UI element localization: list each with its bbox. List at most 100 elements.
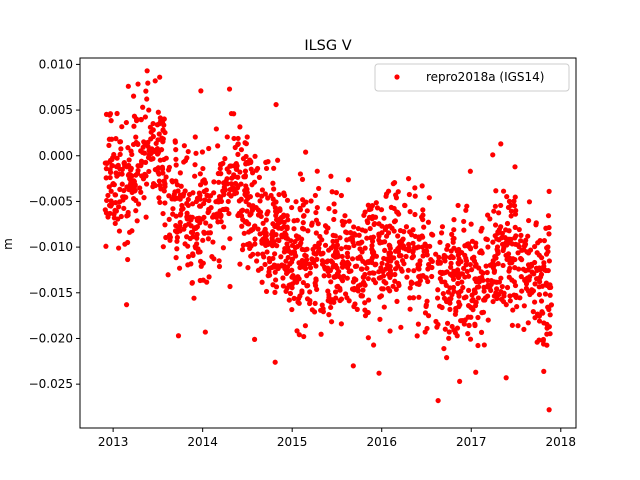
data-point [480, 309, 487, 315]
data-point [263, 165, 270, 172]
data-point [339, 253, 345, 260]
data-point [188, 261, 194, 267]
data-point [435, 258, 441, 265]
data-point [425, 266, 431, 272]
data-point [494, 286, 500, 292]
data-point [156, 131, 162, 137]
data-point [373, 261, 379, 267]
data-point [145, 139, 151, 145]
data-point [284, 213, 290, 219]
data-point [345, 259, 351, 265]
data-point [395, 189, 401, 195]
data-point [301, 213, 307, 219]
data-point [177, 170, 183, 176]
data-point [272, 251, 278, 257]
data-point [373, 200, 379, 206]
data-point [240, 217, 246, 223]
data-point [284, 241, 290, 247]
data-point [297, 207, 304, 213]
data-point [504, 220, 511, 227]
data-point [198, 203, 204, 209]
data-point [369, 203, 375, 209]
data-point [466, 322, 472, 328]
data-point [204, 279, 210, 285]
data-point [515, 323, 521, 329]
data-point [546, 407, 552, 413]
data-point [275, 265, 281, 272]
data-point [199, 149, 206, 155]
data-point [103, 175, 109, 181]
data-point [237, 124, 243, 130]
data-point [512, 265, 518, 271]
data-point [190, 234, 196, 240]
data-point [298, 240, 304, 246]
data-point [377, 316, 383, 322]
data-point [362, 282, 368, 288]
data-point [490, 152, 496, 158]
data-point [107, 111, 114, 117]
data-point [204, 192, 210, 199]
data-point [499, 283, 505, 290]
data-point [484, 269, 490, 276]
data-point [507, 238, 513, 244]
data-point [546, 324, 552, 330]
data-point [357, 246, 363, 252]
data-point [422, 329, 428, 335]
data-point [197, 277, 203, 284]
data-point [481, 284, 487, 290]
data-point [412, 211, 418, 218]
data-point [125, 145, 131, 151]
data-point [518, 232, 524, 238]
data-point [452, 272, 459, 278]
data-point [122, 241, 128, 247]
data-point [528, 263, 535, 269]
data-point [307, 261, 313, 267]
data-point [515, 250, 521, 256]
data-point [410, 240, 416, 246]
data-point [145, 80, 151, 86]
data-point [423, 248, 430, 254]
data-point [429, 258, 435, 265]
data-point [539, 309, 545, 315]
data-point [333, 190, 339, 196]
data-point [166, 193, 172, 199]
data-point [130, 195, 137, 202]
data-point [464, 268, 470, 275]
data-point [529, 269, 535, 275]
data-point [211, 212, 217, 218]
data-point [231, 135, 237, 142]
data-point [362, 307, 368, 313]
data-point [172, 196, 178, 202]
data-point [235, 151, 241, 157]
data-point [491, 279, 497, 285]
data-point [143, 173, 149, 179]
data-point [143, 88, 149, 94]
data-point [303, 253, 309, 259]
data-point [163, 234, 169, 241]
data-point [505, 204, 512, 211]
data-point [533, 220, 539, 226]
data-points [102, 68, 555, 413]
data-point [163, 174, 169, 180]
data-point [329, 189, 335, 195]
data-point [466, 287, 472, 293]
data-point [542, 291, 549, 297]
y-tick-label: 0.005 [39, 103, 73, 117]
data-point [455, 252, 461, 258]
data-point [526, 217, 532, 224]
data-point [520, 266, 527, 272]
data-point [119, 124, 125, 130]
data-point [116, 245, 122, 251]
y-tick-label: −0.010 [29, 240, 73, 254]
data-point [135, 163, 141, 169]
x-tick-label: 2014 [187, 435, 218, 449]
data-point [248, 166, 254, 172]
data-point [462, 274, 468, 280]
data-point [222, 156, 228, 162]
data-point [485, 277, 491, 283]
data-point [119, 171, 125, 177]
data-point [224, 176, 230, 182]
data-point [304, 208, 310, 214]
data-point [475, 314, 481, 321]
data-point [455, 202, 461, 209]
